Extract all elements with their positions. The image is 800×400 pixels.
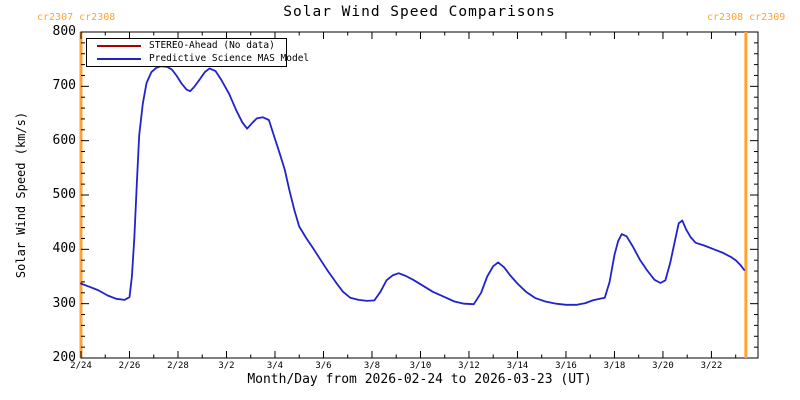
x-tick-label: 3/4: [266, 361, 284, 371]
legend-box: STEREO-Ahead (No data) Predictive Scienc…: [86, 38, 309, 67]
x-tick-label: 3/10: [409, 361, 432, 371]
y-axis-label: Solar Wind Speed (km/s): [14, 111, 28, 279]
plot-frame: [80, 31, 759, 359]
y-tick-label: 700: [52, 78, 76, 94]
x-tick-label: 3/20: [652, 361, 674, 371]
page-title: Solar Wind Speed Comparisons: [283, 4, 556, 20]
y-tick-label: 400: [52, 241, 76, 257]
x-tick-label: 3/12: [458, 361, 480, 371]
x-tick-label: 3/6: [315, 361, 332, 371]
x-tick-label: 3/16: [555, 361, 577, 371]
x-tick-label: 3/8: [363, 361, 381, 371]
legend-entry-mas-model: Predictive Science MAS Model: [87, 53, 309, 65]
x-axis-label: Month/Day from 2026-02-24 to 2026-03-23 …: [247, 372, 592, 387]
x-tick-label: 3/22: [700, 361, 723, 371]
x-tick-label: 2/28: [167, 361, 189, 371]
y-tick-label: 200: [52, 350, 76, 365]
mas-model-line-swatch: [97, 58, 141, 60]
legend-label-mas-model: Predictive Science MAS Model: [149, 53, 310, 64]
y-tick-label: 800: [52, 24, 76, 39]
legend-label-stereo: STEREO-Ahead (No data): [149, 40, 275, 51]
x-tick-label: 3/14: [506, 361, 529, 371]
x-tick-label: 3/18: [603, 361, 626, 371]
y-tick-label: 600: [52, 132, 76, 148]
x-tick-label: 2/24: [70, 361, 92, 371]
legend-entry-stereo: STEREO-Ahead (No data): [87, 40, 286, 52]
carrington-rotation-label-right: cr2308 cr2309: [707, 12, 786, 23]
carrington-rotation-label-left: cr2307 cr2308: [37, 12, 116, 23]
x-tick-label: 2/26: [118, 361, 141, 371]
mas-model-curve: [80, 65, 746, 306]
stereo-line-swatch: [97, 45, 141, 47]
y-tick-label: 500: [52, 187, 76, 202]
y-tick-label: 300: [52, 295, 76, 311]
x-tick-label: 3/2: [218, 361, 235, 371]
